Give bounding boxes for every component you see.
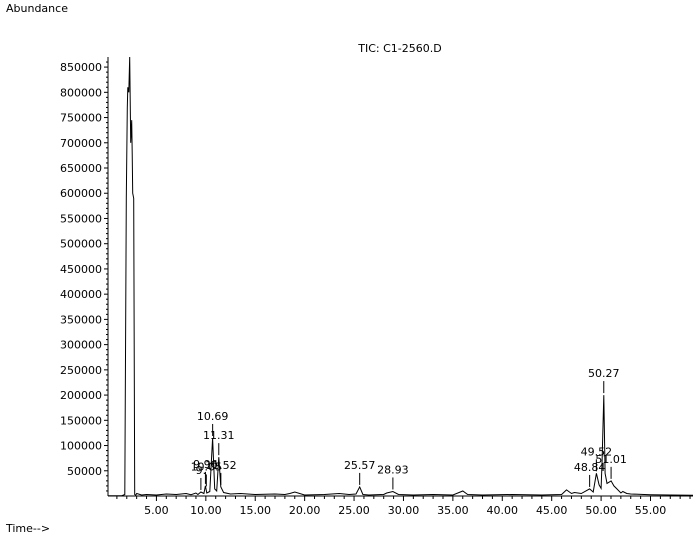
y-tick-label: 300000 (60, 339, 102, 352)
peak-label: 48.84 (574, 461, 606, 474)
y-tick-label: 550000 (60, 212, 102, 225)
x-tick-label: 45.00 (536, 504, 568, 517)
y-ticks: 50000 100000 150000 200000 250000 300000 35000… (60, 61, 108, 492)
y-tick-label: 700000 (60, 137, 102, 150)
y-tick-label: 400000 (60, 288, 102, 301)
y-tick-label: 850000 (60, 61, 102, 74)
peak-label: 49.52 (581, 445, 613, 458)
peak-label: 11.52 (205, 459, 237, 472)
y-tick-label: 450000 (60, 263, 102, 276)
x-tick-label: 35.00 (437, 504, 469, 517)
peak-label: 50.27 (588, 367, 620, 380)
x-tick-label: 30.00 (388, 504, 420, 517)
y-tick-label: 250000 (60, 364, 102, 377)
x-tick-label: 25.00 (338, 504, 370, 517)
peak-label: 9. (196, 464, 207, 477)
peak-label: 28.93 (377, 463, 409, 476)
x-tick-label: 10.00 (190, 504, 222, 517)
x-ticks: 5.00 10.00 15.00 20.00 25.00 30.00 35.00 40.00 4… (116, 496, 691, 517)
y-tick-label: 650000 (60, 162, 102, 175)
peak-label: 10.69 (197, 410, 229, 423)
y-tick-label: 350000 (60, 313, 102, 326)
y-tick-label: 200000 (60, 389, 102, 402)
axes (107, 57, 693, 497)
y-tick-label: 150000 (60, 414, 102, 427)
tic-series-line (108, 56, 694, 497)
x-tick-label: 20.00 (289, 504, 321, 517)
x-tick-label: 40.00 (487, 504, 519, 517)
y-tick-label: 600000 (60, 187, 102, 200)
x-axis-title: Time--> (5, 522, 50, 535)
peak-label: 25.57 (344, 459, 376, 472)
y-tick-label: 50000 (67, 465, 102, 478)
y-tick-label: 100000 (60, 440, 102, 453)
x-tick-label: 55.00 (635, 504, 667, 517)
peak-label: 11.31 (203, 429, 235, 442)
y-tick-label: 750000 (60, 112, 102, 125)
x-tick-label: 15.00 (239, 504, 271, 517)
peak-label: 9.96 (193, 458, 218, 471)
x-tick-label: 50.00 (585, 504, 617, 517)
y-axis-title: Abundance (6, 2, 68, 15)
y-tick-label: 800000 (60, 86, 102, 99)
peak-label: 10.05 (191, 460, 223, 473)
y-tick-label: 500000 (60, 238, 102, 251)
chart-title: TIC: C1-2560.D (357, 42, 441, 55)
x-tick-label: 5.00 (144, 504, 169, 517)
peak-label: 51.01 (595, 453, 627, 466)
tic-trace (108, 56, 694, 497)
